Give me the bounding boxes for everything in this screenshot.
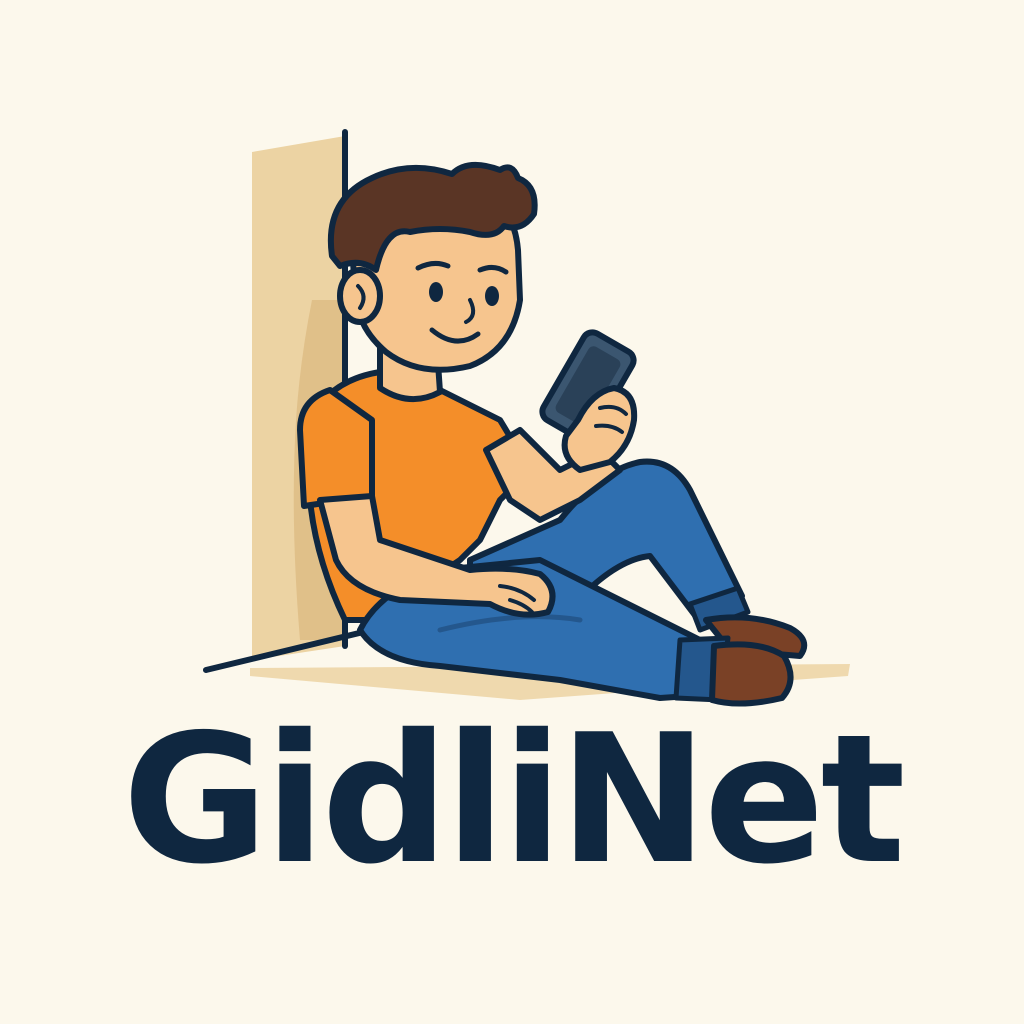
arm-left [317, 493, 556, 618]
nose [464, 298, 476, 324]
smartphone-icon [539, 329, 637, 443]
arm-right [483, 427, 623, 523]
eye-left [429, 282, 443, 302]
shirt-sleeve [297, 387, 375, 509]
hand-left-fingers [498, 584, 536, 614]
shoe-front [709, 641, 794, 707]
hair [327, 161, 538, 273]
jeans-crease [437, 614, 583, 633]
ear [337, 267, 383, 325]
hand-right-fingers [594, 404, 628, 434]
smile [429, 327, 481, 344]
floor-line [203, 625, 383, 673]
brand-wordmark: GidliNet [0, 700, 1024, 900]
brand-name: GidliNet [122, 696, 905, 903]
eye-right [485, 286, 499, 306]
brow-left [415, 260, 451, 271]
person-sitting-with-phone-illustration [203, 129, 850, 707]
brow-right [477, 264, 509, 275]
ear-inner [356, 284, 366, 310]
phone-screen [555, 346, 621, 426]
